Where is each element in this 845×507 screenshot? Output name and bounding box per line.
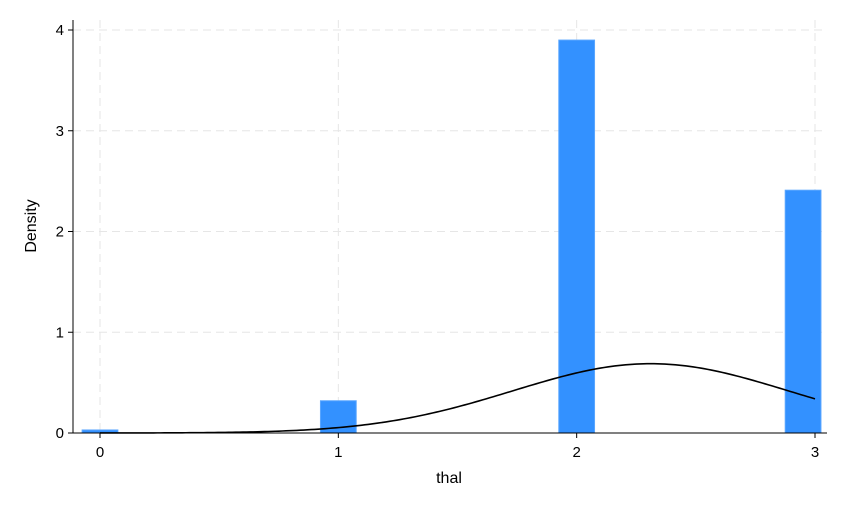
y-tick-label: 2 <box>56 224 64 241</box>
axes <box>72 20 827 434</box>
y-tick-label: 1 <box>56 324 64 341</box>
x-tick-label: 3 <box>811 444 819 461</box>
axis-ticks: 0 1 2 3 4 0 1 2 3 <box>56 22 820 461</box>
x-tick-label: 1 <box>334 444 342 461</box>
y-tick-label: 0 <box>56 425 64 442</box>
histogram-bars <box>81 39 822 434</box>
histogram-bar <box>784 189 822 434</box>
x-tick-label: 2 <box>572 444 580 461</box>
x-tick-label: 0 <box>96 444 104 461</box>
x-axis-title: thal <box>436 470 462 487</box>
normal-density-curve <box>99 362 816 434</box>
histogram-bar <box>558 39 596 434</box>
y-tick-label: 3 <box>56 123 64 140</box>
y-axis-title: Density <box>23 199 40 252</box>
y-tick-label: 4 <box>56 22 64 39</box>
